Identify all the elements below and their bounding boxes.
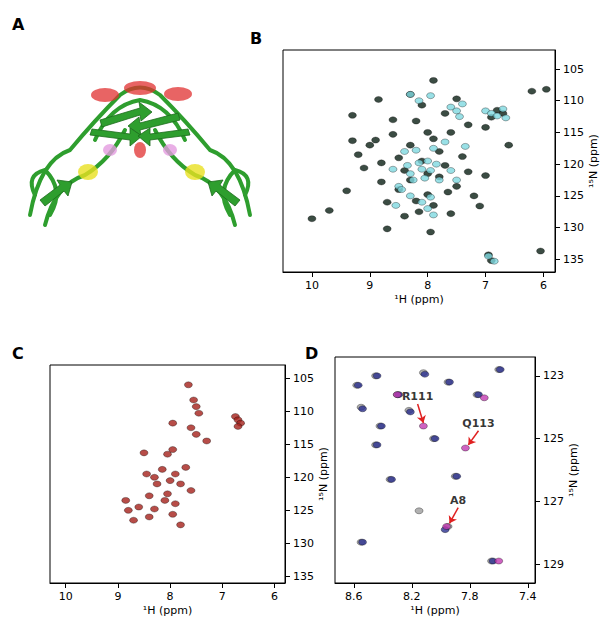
svg-text:120: 120: [563, 158, 584, 171]
svg-text:10: 10: [305, 279, 319, 292]
svg-text:¹H (ppm): ¹H (ppm): [143, 604, 192, 617]
svg-text:105: 105: [293, 372, 314, 385]
svg-text:110: 110: [563, 94, 584, 107]
svg-text:9: 9: [114, 590, 121, 603]
svg-text:125: 125: [293, 504, 314, 517]
svg-text:6: 6: [271, 590, 278, 603]
svg-text:7.8: 7.8: [461, 590, 479, 603]
svg-text:6: 6: [540, 279, 547, 292]
svg-text:125: 125: [543, 432, 564, 445]
svg-text:115: 115: [563, 126, 584, 139]
svg-text:8.6: 8.6: [345, 590, 363, 603]
svg-text:R111: R111: [402, 390, 433, 403]
svg-text:8.2: 8.2: [403, 590, 421, 603]
svg-text:8: 8: [424, 279, 431, 292]
svg-text:¹⁵N (ppm): ¹⁵N (ppm): [317, 447, 330, 501]
svg-text:B: B: [250, 29, 262, 48]
svg-text:123: 123: [543, 369, 564, 382]
svg-text:110: 110: [293, 405, 314, 418]
svg-text:¹⁵N (ppm): ¹⁵N (ppm): [587, 134, 600, 188]
svg-text:135: 135: [563, 253, 584, 266]
svg-text:10: 10: [59, 590, 73, 603]
svg-text:A8: A8: [450, 494, 466, 507]
svg-text:7: 7: [482, 279, 489, 292]
svg-text:8: 8: [167, 590, 174, 603]
svg-text:7.4: 7.4: [519, 590, 537, 603]
svg-text:¹H (ppm): ¹H (ppm): [394, 293, 443, 306]
svg-text:D: D: [305, 344, 318, 363]
svg-text:125: 125: [563, 189, 584, 202]
svg-text:127: 127: [543, 495, 564, 508]
svg-text:9: 9: [366, 279, 373, 292]
svg-text:C: C: [12, 344, 24, 363]
svg-text:120: 120: [293, 471, 314, 484]
svg-text:Q113: Q113: [462, 417, 494, 430]
svg-text:129: 129: [543, 558, 564, 571]
svg-text:A: A: [12, 15, 25, 34]
svg-text:105: 105: [563, 63, 584, 76]
svg-text:¹H (ppm): ¹H (ppm): [410, 604, 459, 617]
svg-text:135: 135: [293, 570, 314, 583]
svg-text:130: 130: [563, 221, 584, 234]
svg-text:7: 7: [219, 590, 226, 603]
svg-text:130: 130: [293, 537, 314, 550]
svg-text:115: 115: [293, 438, 314, 451]
svg-text:¹⁵N (ppm): ¹⁵N (ppm): [567, 443, 580, 497]
